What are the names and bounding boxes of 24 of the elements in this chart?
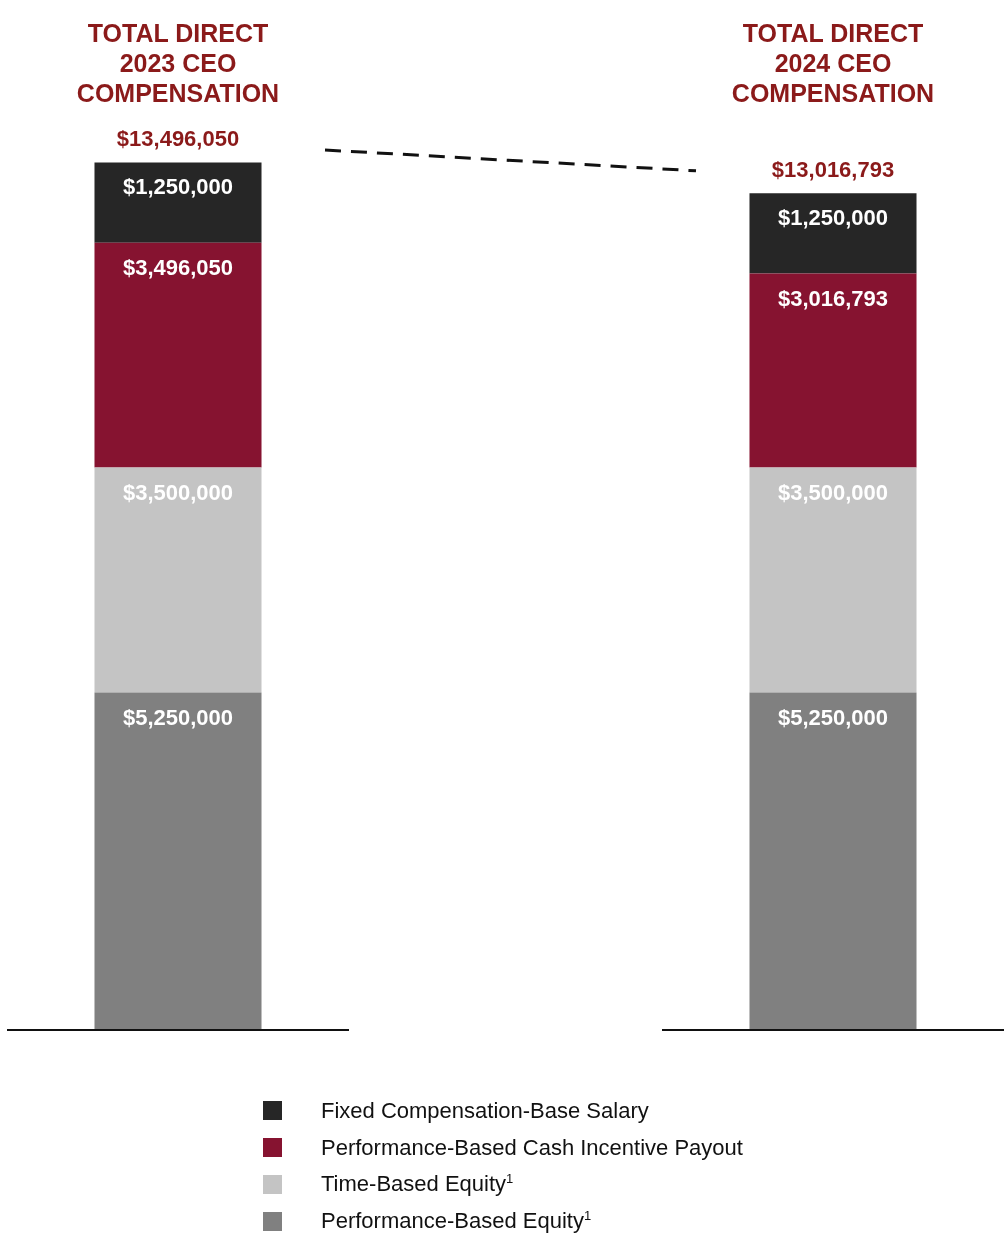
- total-label: $13,016,793: [771, 157, 895, 183]
- total-label: $13,496,050: [116, 126, 240, 152]
- data-label: $5,250,000: [122, 704, 234, 730]
- data-label: $1,250,000: [777, 205, 889, 231]
- bar: [94, 162, 262, 243]
- data-label: $1,250,000: [122, 174, 234, 200]
- data-label: $3,500,000: [777, 479, 889, 505]
- legend-label: Performance-Based Equity$^{1}$: [321, 1208, 592, 1235]
- bar: [94, 467, 262, 693]
- bar: [94, 242, 262, 468]
- legend-label: Time-Based Equity$^{1}$: [321, 1171, 514, 1198]
- bar: [749, 467, 917, 693]
- bar: [749, 692, 917, 1030]
- data-label: $3,016,793: [777, 285, 889, 311]
- data-label: $3,500,000: [122, 479, 234, 505]
- legend-label: Performance-Based Cash Incentive Payout: [321, 1134, 743, 1161]
- bar: [94, 692, 262, 1030]
- x-tick-label: TOTAL DIRECT 2023 CEO COMPENSATION: [76, 18, 280, 107]
- data-label: $3,496,050: [122, 254, 234, 280]
- x-tick-label: TOTAL DIRECT 2024 CEO COMPENSATION: [731, 18, 935, 107]
- bar: [749, 273, 917, 468]
- data-label: $5,250,000: [777, 704, 889, 730]
- legend-label: Fixed Compensation-Base Salary: [321, 1097, 649, 1124]
- bar: [749, 193, 917, 274]
